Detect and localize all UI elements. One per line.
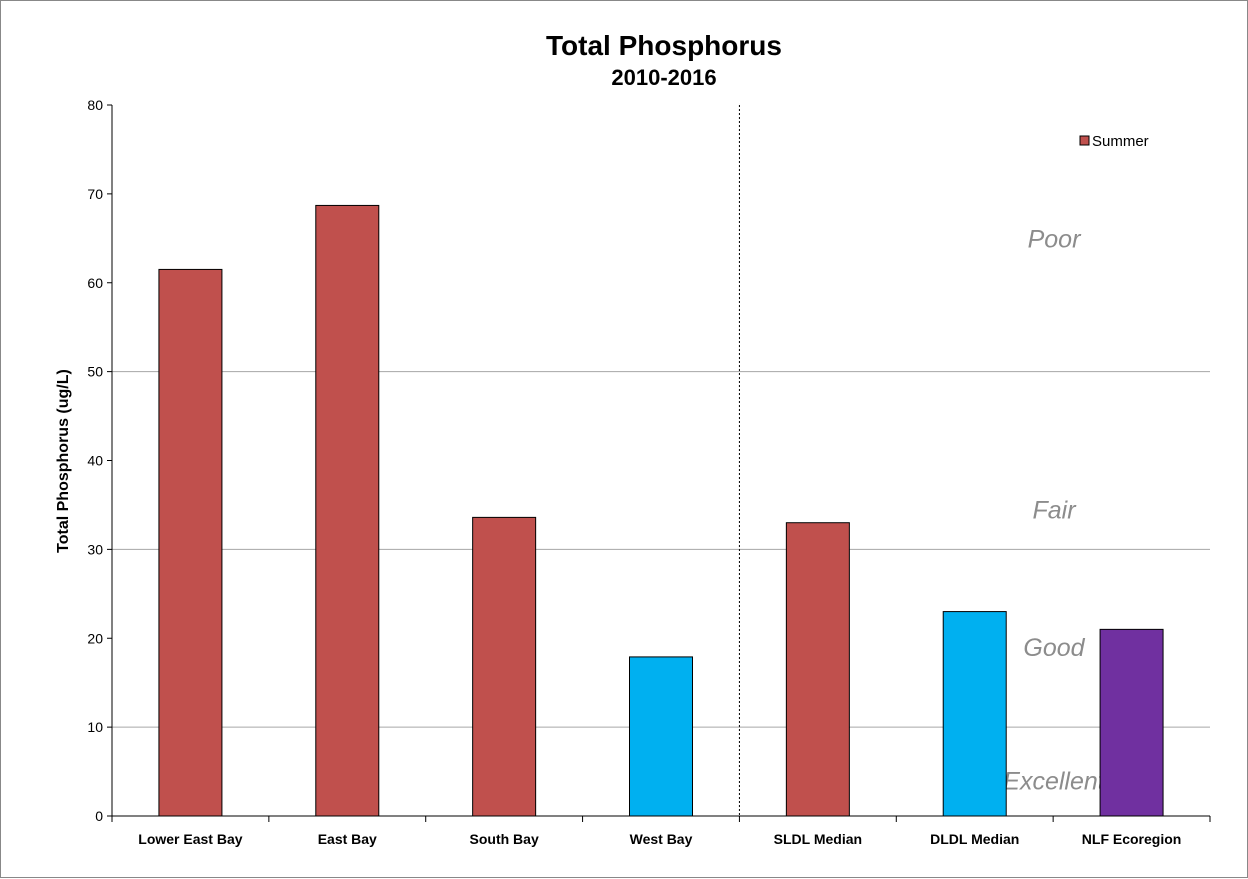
axes: 0 10 20 30 40 50 60 70 80 Lower East Bay East Bay S…: [87, 97, 1211, 847]
y-tick-label: 80: [87, 97, 103, 113]
zone-label-fair: Fair: [1032, 496, 1077, 524]
bar: [1099, 628, 1164, 817]
x-tick-label: East Bay: [318, 831, 377, 847]
x-tick-label: South Bay: [470, 831, 539, 847]
bar: [472, 516, 537, 817]
y-tick-label: 0: [95, 808, 103, 824]
bar: [315, 204, 380, 817]
y-tick-label: 20: [87, 630, 103, 646]
zone-label-poor: Poor: [1028, 225, 1082, 253]
x-tick-label: NLF Ecoregion: [1082, 831, 1182, 847]
x-tick-label: SLDL Median: [774, 831, 862, 847]
y-tick-label: 40: [87, 453, 103, 469]
x-tick-label: DLDL Median: [930, 831, 1019, 847]
y-tick-label: 50: [87, 364, 103, 380]
chart-title: Total Phosphorus: [546, 30, 782, 61]
y-tick-label: 10: [87, 719, 103, 735]
zone-label-excellent: Excellent: [1003, 767, 1105, 795]
bar: [629, 656, 693, 817]
legend-swatch: [1079, 135, 1090, 146]
x-tick-label: Lower East Bay: [138, 831, 242, 847]
chart-subtitle: 2010-2016: [611, 65, 716, 90]
zone-label-good: Good: [1023, 634, 1085, 662]
bar: [158, 268, 223, 817]
y-tick-label: 70: [87, 186, 103, 202]
y-axis-label: Total Phosphorus (ug/L): [55, 369, 72, 553]
y-tick-label: 30: [87, 541, 103, 557]
legend: Summer: [1079, 133, 1149, 150]
y-tick-label: 60: [87, 275, 103, 291]
x-tick-label: West Bay: [630, 831, 693, 847]
bar: [942, 611, 1007, 817]
bars: [158, 204, 1164, 817]
bar: [785, 522, 850, 817]
legend-label: Summer: [1092, 133, 1149, 150]
zone-labels: Poor Fair Good Excellent: [1003, 225, 1105, 795]
